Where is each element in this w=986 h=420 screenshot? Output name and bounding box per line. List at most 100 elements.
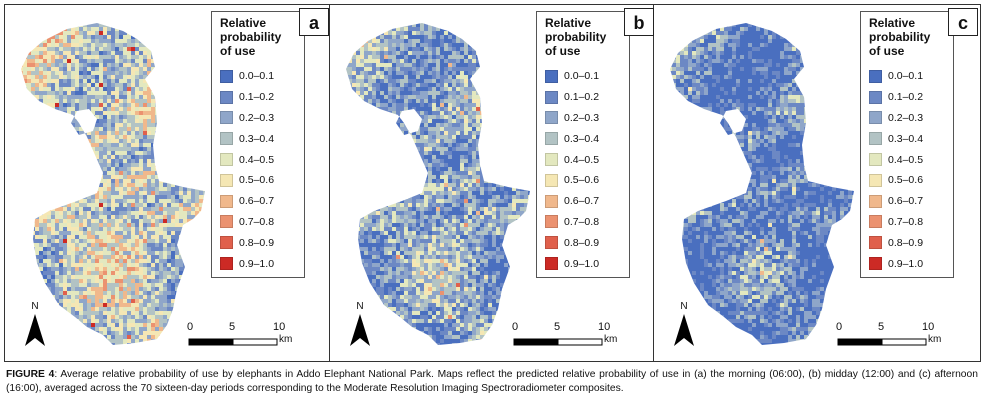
legend-label: 0.8–0.9 — [888, 236, 924, 249]
legend-label: 0.5–0.6 — [564, 174, 600, 187]
legend-entry: 0.3–0.4 — [545, 128, 629, 149]
scale-bar-graphic — [837, 338, 927, 346]
legend-label: 0.3–0.4 — [564, 132, 600, 145]
legend-title-line: Relative — [545, 16, 592, 30]
legend-label: 0.6–0.7 — [888, 195, 924, 208]
legend-label: 0.3–0.4 — [239, 132, 275, 145]
legend-swatch — [869, 194, 882, 208]
legend-entry: 0.4–0.5 — [545, 149, 629, 170]
legend-swatch — [869, 111, 882, 125]
legend-label: 0.6–0.7 — [239, 195, 275, 208]
legend-label: 0.1–0.2 — [564, 91, 600, 104]
scale-bar: 0 5 10 km — [512, 321, 632, 353]
caption-label: FIGURE 4 — [6, 369, 55, 380]
map-panel-a: Relative probability of use 0.0–0.1 0.1–0.2 0… — [5, 5, 329, 361]
legend-swatch — [869, 173, 882, 187]
legend-label: 0.9–1.0 — [239, 257, 275, 270]
figure-frame: Relative probability of use 0.0–0.1 0.1–0.2 0… — [4, 4, 981, 362]
legend-entry: 0.8–0.9 — [869, 232, 953, 253]
legend-entry: 0.8–0.9 — [545, 232, 629, 253]
legend-swatch — [545, 132, 558, 146]
probability-map — [346, 23, 530, 345]
panel-label: a — [299, 8, 329, 36]
legend-swatch — [545, 153, 558, 167]
legend-swatch — [869, 153, 882, 167]
legend-swatch — [220, 111, 233, 125]
map-panel-b: Relative probability of use 0.0–0.1 0.1–0.2 0… — [330, 5, 654, 361]
legend-swatch — [545, 90, 558, 104]
legend-entry: 0.1–0.2 — [220, 87, 304, 108]
legend-title-line: probability — [869, 30, 931, 44]
scale-unit: km — [604, 334, 618, 345]
probability-map — [670, 23, 854, 345]
scale-tick-label: 5 — [878, 321, 885, 333]
legend-label: 0.9–1.0 — [888, 257, 924, 270]
legend-title-line: of use — [220, 44, 256, 58]
legend-label: 0.4–0.5 — [564, 153, 600, 166]
legend-swatch — [869, 90, 882, 104]
legend-entry: 0.2–0.3 — [869, 108, 953, 129]
scale-tick-label: 10 — [273, 321, 286, 333]
legend-label: 0.2–0.3 — [239, 111, 275, 124]
panel-divider — [329, 5, 330, 361]
legend-title-line: probability — [545, 30, 607, 44]
legend-swatch — [869, 132, 882, 146]
legend-swatch — [869, 257, 882, 271]
caption-text: : Average relative probability of use by… — [6, 369, 978, 394]
legend-title: Relative probability of use — [545, 16, 629, 58]
legend-entry: 0.9–1.0 — [869, 253, 953, 274]
legend-label: 0.8–0.9 — [564, 236, 600, 249]
legend: Relative probability of use 0.0–0.1 0.1–0.2 0… — [536, 11, 630, 278]
legend-swatch — [220, 132, 233, 146]
scale-tick-label: 5 — [554, 321, 561, 333]
legend-title-line: Relative — [220, 16, 267, 30]
legend-title: Relative probability of use — [869, 16, 953, 58]
north-arrow: N — [673, 301, 695, 353]
legend-swatch — [220, 173, 233, 187]
legend-entry: 0.3–0.4 — [220, 128, 304, 149]
legend-entry: 0.7–0.8 — [545, 212, 629, 233]
legend-title-line: of use — [545, 44, 581, 58]
legend-swatch — [220, 69, 233, 83]
legend-label: 0.1–0.2 — [239, 91, 275, 104]
legend-label: 0.8–0.9 — [239, 236, 275, 249]
legend-entry: 0.9–1.0 — [220, 253, 304, 274]
north-arrow-icon — [350, 314, 370, 346]
legend-entry: 0.2–0.3 — [220, 108, 304, 129]
north-arrow: N — [24, 301, 46, 353]
legend-title-line: of use — [869, 44, 905, 58]
legend-swatch — [545, 194, 558, 208]
legend-label: 0.4–0.5 — [888, 153, 924, 166]
legend-swatch — [545, 236, 558, 250]
scale-tick-label: 10 — [922, 321, 935, 333]
legend-entry: 0.1–0.2 — [545, 87, 629, 108]
panel-label: b — [624, 8, 654, 36]
legend-label: 0.2–0.3 — [564, 111, 600, 124]
legend-swatch — [869, 69, 882, 83]
legend-label: 0.2–0.3 — [888, 111, 924, 124]
legend-entry: 0.0–0.1 — [869, 66, 953, 87]
legend-entry: 0.2–0.3 — [545, 108, 629, 129]
map-panel-c: Relative probability of use 0.0–0.1 0.1–0.2 0… — [654, 5, 978, 361]
legend-swatch — [220, 90, 233, 104]
legend-swatch — [220, 257, 233, 271]
legend-title-line: Relative — [869, 16, 916, 30]
legend-label: 0.0–0.1 — [239, 70, 275, 83]
scale-bar: 0 5 10 km — [836, 321, 956, 353]
scale-tick-label: 0 — [187, 321, 194, 333]
north-label: N — [680, 301, 688, 312]
legend-label: 0.1–0.2 — [888, 91, 924, 104]
scale-bar-graphic — [513, 338, 603, 346]
scale-bar-graphic — [188, 338, 278, 346]
panel-divider — [653, 5, 654, 361]
figure-caption: FIGURE 4: Average relative probability o… — [6, 368, 978, 395]
scale-unit: km — [928, 334, 942, 345]
legend-swatch — [220, 153, 233, 167]
legend-entry: 0.8–0.9 — [220, 232, 304, 253]
legend: Relative probability of use 0.0–0.1 0.1–0.2 0… — [860, 11, 954, 278]
legend-label: 0.7–0.8 — [239, 215, 275, 228]
scale-tick-label: 0 — [512, 321, 519, 333]
legend-entry: 0.6–0.7 — [545, 191, 629, 212]
legend-swatch — [545, 173, 558, 187]
legend-entry: 0.3–0.4 — [869, 128, 953, 149]
